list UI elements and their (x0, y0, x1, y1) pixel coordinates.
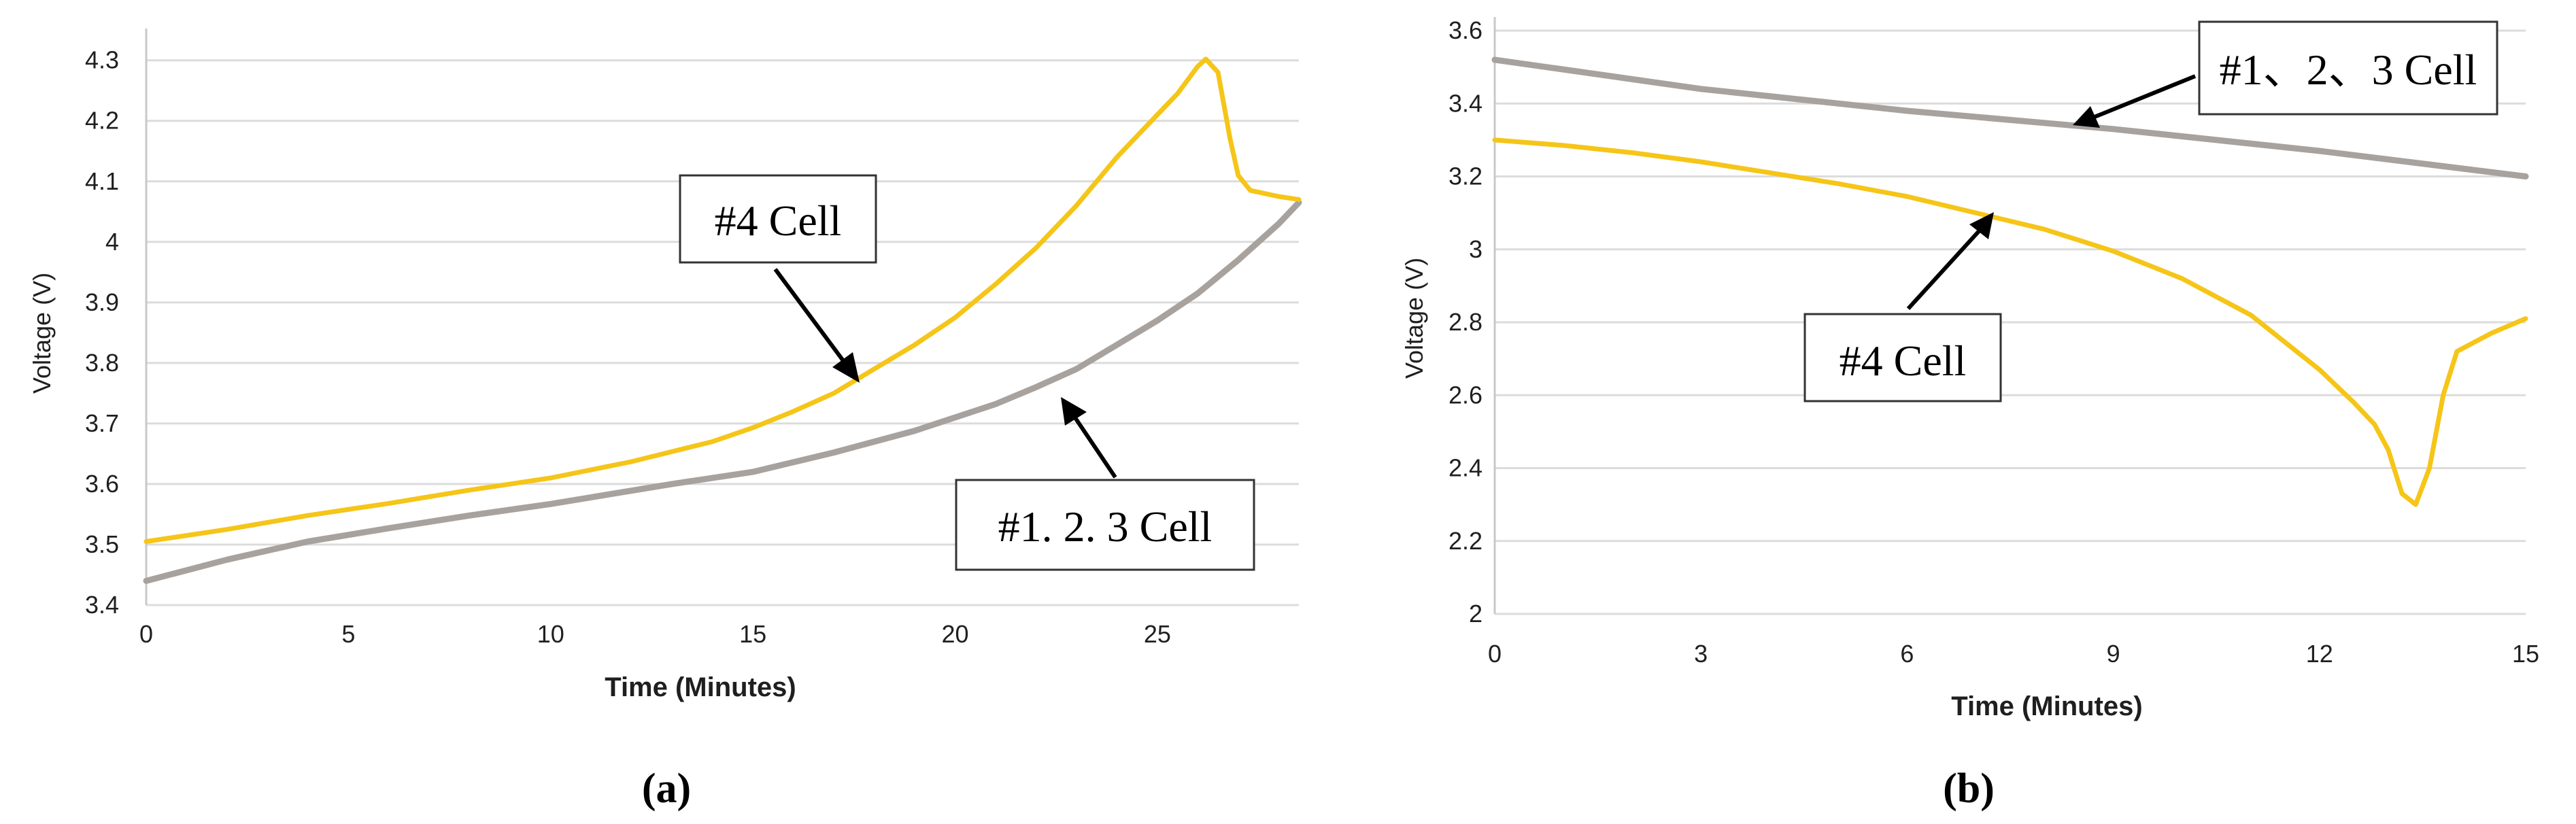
callout-box (955, 479, 1255, 571)
callout-4-cell-b: #4 Cell (1803, 212, 2002, 402)
x-tick-label: 12 (2306, 640, 2333, 668)
series-line-cell-4-a (143, 56, 1302, 544)
arrowhead-icon (1969, 212, 1994, 239)
x-tick-label: 15 (2512, 640, 2539, 668)
series-line-cell-123-a (143, 199, 1302, 584)
y-tick-label: 2.8 (1448, 308, 1482, 336)
callout-box (679, 174, 877, 264)
x-tick-label: 5 (341, 620, 355, 648)
y-tick-label: 3 (1469, 235, 1482, 263)
callout-arrow-shaft (1906, 229, 1981, 311)
x-tick-label: 0 (1488, 640, 1502, 668)
tick-labels-a: 3.4 3.5 3.6 3.7 3.8 3.9 4 4.1 4.2 4.3 0 5 10 15 20 25 (85, 46, 1171, 648)
callout-arrow-shaft (1071, 413, 1117, 479)
gridlines-b (1493, 17, 2526, 615)
gridlines-a (145, 29, 1299, 606)
y-tick-label: 4 (105, 228, 119, 256)
callout-label: #4 Cell (1840, 337, 1967, 385)
y-tick-label: 2 (1469, 600, 1482, 628)
x-tick-label: 15 (739, 620, 766, 648)
y-tick-label: 3.4 (1448, 89, 1482, 117)
x-tick-label: 25 (1144, 620, 1171, 648)
callout-box (1803, 313, 2002, 402)
y-axis-title-b: Voltage (V) (1400, 258, 1428, 379)
callout-box (2198, 20, 2498, 116)
y-axis-title-a: Voltage (V) (28, 273, 56, 394)
x-tick-label: 6 (1900, 640, 1914, 668)
x-tick-label: 9 (2107, 640, 2120, 668)
callout-4-cell-a: #4 Cell (679, 174, 877, 383)
panel-label-b: (b) (1943, 766, 1995, 812)
series-line-cell-123-b (1491, 56, 2529, 179)
arrowhead-icon (1061, 397, 1087, 426)
y-tick-label: 3.6 (1448, 16, 1482, 44)
y-tick-label: 2.6 (1448, 381, 1482, 409)
callout-arrow-shaft (2093, 74, 2197, 119)
callout-label: #4 Cell (715, 196, 842, 245)
y-tick-label: 3.9 (85, 288, 119, 316)
y-tick-label: 3.2 (1448, 162, 1482, 190)
tick-labels-b: 2 2.2 2.4 2.6 2.8 3 3.2 3.4 3.6 0 3 6 9 12 15 (1448, 16, 2539, 668)
callout-123-cell-b: #1、2、3 Cell (2073, 20, 2498, 128)
y-tick-label: 3.4 (85, 591, 119, 619)
y-tick-label: 2.4 (1448, 454, 1482, 482)
series-b (1491, 56, 2529, 507)
x-tick-label: 3 (1694, 640, 1708, 668)
x-axis-title-b: Time (Minutes) (1951, 691, 2143, 721)
callout-label: #1. 2. 3 Cell (998, 502, 1213, 551)
x-tick-label: 20 (941, 620, 968, 648)
y-tick-label: 4.1 (85, 167, 119, 195)
arrowhead-icon (832, 352, 860, 383)
y-tick-label: 3.8 (85, 349, 119, 377)
y-tick-label: 4.2 (85, 107, 119, 135)
x-tick-label: 10 (537, 620, 564, 648)
callout-arrow-shaft (773, 268, 850, 368)
callout-label: #1、2、3 Cell (2220, 46, 2477, 94)
callout-123-cell-a: #1. 2. 3 Cell (955, 397, 1255, 571)
arrowhead-icon (2073, 106, 2100, 128)
y-tick-label: 3.5 (85, 530, 119, 558)
panel-label-a: (a) (642, 766, 691, 812)
series-a (143, 56, 1302, 584)
chart-panel-b: 2 2.2 2.4 2.6 2.8 3 3.2 3.4 3.6 0 3 6 9 12 15 Time (Mi… (1400, 16, 2539, 812)
y-tick-label: 2.2 (1448, 527, 1482, 555)
y-tick-label: 3.6 (85, 470, 119, 498)
x-axis-title-a: Time (Minutes) (605, 672, 796, 702)
series-line-cell-4-b (1492, 137, 2528, 507)
x-tick-label: 0 (139, 620, 153, 648)
y-tick-label: 3.7 (85, 409, 119, 437)
chart-panel-a: 3.4 3.5 3.6 3.7 3.8 3.9 4 4.1 4.2 4.3 0 5 10 15 20 25 T… (28, 29, 1302, 812)
y-tick-label: 4.3 (85, 46, 119, 74)
